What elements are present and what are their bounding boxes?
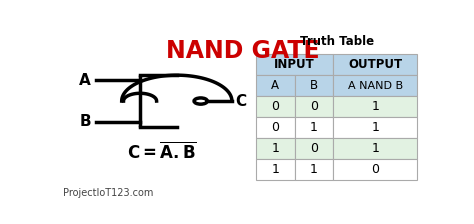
- Text: 0: 0: [310, 100, 318, 113]
- Text: 1: 1: [310, 163, 318, 176]
- Bar: [333, 117, 418, 138]
- Bar: [256, 159, 294, 180]
- Text: A: A: [271, 80, 279, 93]
- Bar: [256, 117, 294, 138]
- Text: OUTPUT: OUTPUT: [348, 58, 402, 71]
- Text: 1: 1: [271, 142, 279, 155]
- Text: $\mathbf{C = \overline{A.B}}$: $\mathbf{C = \overline{A.B}}$: [127, 142, 197, 163]
- Text: B: B: [310, 80, 318, 93]
- Bar: [333, 159, 418, 180]
- Text: 0: 0: [271, 121, 279, 134]
- Bar: [333, 54, 418, 75]
- Bar: [256, 138, 294, 159]
- Bar: [333, 97, 418, 117]
- Text: INPUT: INPUT: [274, 58, 315, 71]
- Text: 1: 1: [310, 121, 318, 134]
- Bar: [294, 117, 333, 138]
- Bar: [256, 75, 294, 97]
- Text: A NAND B: A NAND B: [348, 81, 403, 91]
- Text: Truth Table: Truth Table: [300, 34, 374, 47]
- Text: 1: 1: [372, 100, 379, 113]
- Text: 1: 1: [372, 121, 379, 134]
- Bar: [294, 75, 333, 97]
- Bar: [333, 138, 418, 159]
- Text: 1: 1: [372, 142, 379, 155]
- Bar: [256, 97, 294, 117]
- Bar: [294, 159, 333, 180]
- Text: 0: 0: [310, 142, 318, 155]
- Bar: [294, 138, 333, 159]
- Bar: [333, 75, 418, 97]
- Text: 1: 1: [271, 163, 279, 176]
- Text: NAND GATE: NAND GATE: [166, 39, 320, 63]
- Text: C: C: [236, 94, 246, 109]
- Text: A: A: [79, 73, 91, 88]
- Bar: [294, 97, 333, 117]
- Text: B: B: [79, 114, 91, 129]
- Bar: [256, 54, 333, 75]
- Text: 0: 0: [271, 100, 279, 113]
- Text: ProjectIoT123.com: ProjectIoT123.com: [63, 188, 153, 198]
- Text: 0: 0: [372, 163, 379, 176]
